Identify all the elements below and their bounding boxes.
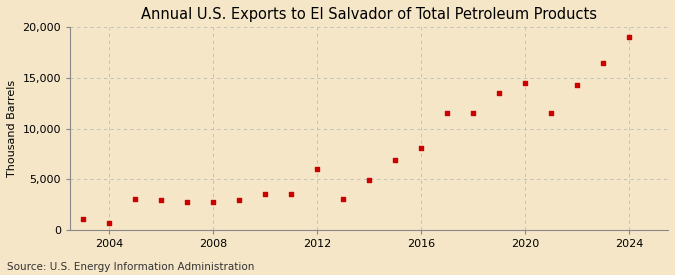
Point bbox=[286, 192, 296, 197]
Y-axis label: Thousand Barrels: Thousand Barrels bbox=[7, 80, 17, 177]
Point bbox=[260, 192, 271, 197]
Point bbox=[104, 221, 115, 225]
Point bbox=[416, 145, 427, 150]
Point bbox=[493, 91, 504, 95]
Point bbox=[441, 111, 452, 116]
Point bbox=[624, 35, 634, 40]
Point bbox=[182, 200, 192, 204]
Text: Source: U.S. Energy Information Administration: Source: U.S. Energy Information Administ… bbox=[7, 262, 254, 272]
Point bbox=[130, 197, 140, 202]
Point bbox=[520, 81, 531, 85]
Point bbox=[364, 178, 375, 182]
Point bbox=[156, 198, 167, 203]
Point bbox=[338, 197, 348, 202]
Title: Annual U.S. Exports to El Salvador of Total Petroleum Products: Annual U.S. Exports to El Salvador of To… bbox=[141, 7, 597, 22]
Point bbox=[234, 198, 244, 203]
Point bbox=[545, 111, 556, 116]
Point bbox=[312, 167, 323, 171]
Point bbox=[78, 216, 88, 221]
Point bbox=[389, 158, 400, 162]
Point bbox=[468, 111, 479, 116]
Point bbox=[572, 83, 583, 87]
Point bbox=[597, 60, 608, 65]
Point bbox=[208, 200, 219, 204]
